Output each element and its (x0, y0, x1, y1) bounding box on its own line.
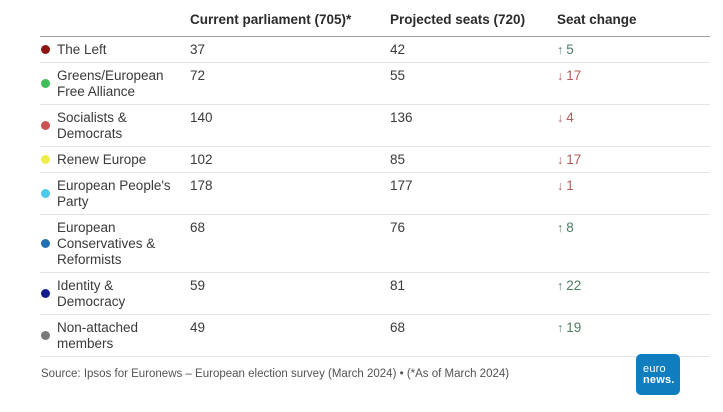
seat-change-arrow-icon: ↑ (557, 278, 564, 293)
seat-change-value: 17 (566, 67, 582, 83)
party-name: European People's Party (57, 177, 171, 209)
seat-change-arrow-icon: ↑ (557, 42, 564, 57)
table-row: Renew Europe 102 85 ↓ 17 (40, 146, 710, 173)
table-row: European People's Party 178 177 ↓ 1 (40, 172, 710, 215)
table-row: Non-attached members 49 68 ↑ 19 (40, 314, 710, 357)
projected-seats: 55 (390, 62, 557, 105)
current-seats: 178 (190, 172, 390, 215)
party-cell: Renew Europe (40, 146, 190, 173)
party-color-dot (41, 121, 50, 130)
current-seats: 49 (190, 314, 390, 357)
seat-change-value: 5 (566, 41, 574, 57)
table-row: Greens/European Free Alliance 72 55 ↓ 17 (40, 62, 710, 105)
col-header-party (40, 8, 190, 37)
euronews-logo: euro news. (636, 354, 680, 395)
seats-table-grid: Current parliament (705)* Projected seat… (40, 8, 710, 357)
party-cell: European Conservatives & Reformists (40, 214, 190, 273)
party-name: Identity & Democracy (57, 277, 126, 309)
seat-change-arrow-icon: ↓ (557, 110, 564, 125)
table-row: The Left 37 42 ↑ 5 (40, 36, 710, 63)
party-color-dot (41, 79, 50, 88)
party-color-dot (41, 155, 50, 164)
party-color-dot (41, 331, 50, 340)
seat-change-value: 8 (566, 219, 574, 235)
current-seats: 59 (190, 272, 390, 315)
party-name: Non-attached members (57, 319, 139, 351)
party-color-dot (41, 189, 50, 198)
projected-seats: 136 (390, 104, 557, 147)
projected-seats: 177 (390, 172, 557, 215)
current-seats: 37 (190, 36, 390, 63)
col-header-current-parliament: Current parliament (705)* (190, 8, 390, 37)
seat-change-cell: ↑ 19 (557, 314, 710, 357)
seat-change-cell: ↑ 8 (557, 214, 710, 273)
seat-change-cell: ↑ 22 (557, 272, 710, 315)
party-color-dot (41, 289, 50, 298)
party-cell: European People's Party (40, 172, 190, 215)
seat-change-cell: ↓ 17 (557, 146, 710, 173)
seat-change-cell: ↑ 5 (557, 36, 710, 63)
seat-change-value: 22 (566, 277, 582, 293)
seat-change-value: 4 (566, 109, 574, 125)
current-seats: 140 (190, 104, 390, 147)
current-seats: 68 (190, 214, 390, 273)
seat-change-arrow-icon: ↓ (557, 152, 564, 167)
party-cell: Identity & Democracy (40, 272, 190, 315)
projected-seats: 85 (390, 146, 557, 173)
party-name: The Left (57, 41, 107, 57)
party-cell: Socialists & Democrats (40, 104, 190, 147)
party-color-dot (41, 239, 50, 248)
seat-change-value: 1 (566, 177, 574, 193)
projected-seats: 81 (390, 272, 557, 315)
projected-seats: 68 (390, 314, 557, 357)
party-cell: The Left (40, 36, 190, 63)
seat-change-value: 19 (566, 319, 582, 335)
seat-change-cell: ↓ 4 (557, 104, 710, 147)
seat-change-arrow-icon: ↑ (557, 320, 564, 335)
projected-seats: 76 (390, 214, 557, 273)
party-name: Renew Europe (57, 151, 147, 167)
source-attribution: Source: Ipsos for Euronews – European el… (41, 368, 510, 380)
col-header-seat-change: Seat change (557, 8, 710, 37)
party-name: Greens/European Free Alliance (57, 67, 164, 99)
party-cell: Greens/European Free Alliance (40, 62, 190, 105)
party-cell: Non-attached members (40, 314, 190, 357)
current-seats: 72 (190, 62, 390, 105)
table-header-row: Current parliament (705)* Projected seat… (40, 8, 710, 37)
seat-change-value: 17 (566, 151, 582, 167)
euronews-logo-line1: euro (643, 362, 666, 375)
seat-change-arrow-icon: ↓ (557, 178, 564, 193)
seats-table: Current parliament (705)* Projected seat… (40, 8, 710, 357)
seat-change-cell: ↓ 1 (557, 172, 710, 215)
current-seats: 102 (190, 146, 390, 173)
table-row: Socialists & Democrats 140 136 ↓ 4 (40, 104, 710, 147)
seat-change-cell: ↓ 17 (557, 62, 710, 105)
party-name: Socialists & Democrats (57, 109, 127, 141)
party-color-dot (41, 45, 50, 54)
col-header-projected-seats: Projected seats (720) (390, 8, 557, 37)
table-row: Identity & Democracy 59 81 ↑ 22 (40, 272, 710, 315)
euronews-logo-line2: news. (643, 373, 675, 386)
table-row: European Conservatives & Reformists 68 7… (40, 214, 710, 273)
projected-seats: 42 (390, 36, 557, 63)
seat-change-arrow-icon: ↓ (557, 68, 564, 83)
seat-change-arrow-icon: ↑ (557, 220, 564, 235)
party-name: European Conservatives & Reformists (57, 219, 156, 267)
